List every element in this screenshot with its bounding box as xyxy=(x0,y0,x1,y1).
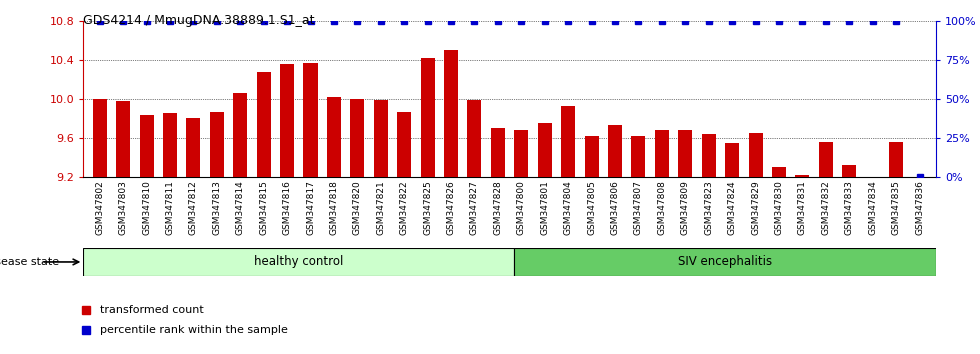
Text: GSM347834: GSM347834 xyxy=(868,181,877,235)
Bar xyxy=(233,93,247,177)
Text: GSM347829: GSM347829 xyxy=(751,181,760,235)
Text: GSM347801: GSM347801 xyxy=(540,181,549,235)
Text: GSM347808: GSM347808 xyxy=(658,181,666,235)
Text: GDS4214 / MmugDNA.38889.1.S1_at: GDS4214 / MmugDNA.38889.1.S1_at xyxy=(83,14,315,27)
Bar xyxy=(702,134,715,177)
Bar xyxy=(678,130,692,177)
Text: GSM347824: GSM347824 xyxy=(727,181,737,235)
Bar xyxy=(186,118,201,177)
Bar xyxy=(444,51,458,177)
Text: GSM347810: GSM347810 xyxy=(142,181,151,235)
Bar xyxy=(397,112,412,177)
Text: GSM347813: GSM347813 xyxy=(213,181,221,235)
Bar xyxy=(818,142,833,177)
Bar xyxy=(842,165,857,177)
Text: percentile rank within the sample: percentile rank within the sample xyxy=(100,325,287,336)
Text: GSM347836: GSM347836 xyxy=(915,181,924,235)
Bar xyxy=(538,124,552,177)
Bar xyxy=(93,99,107,177)
Bar xyxy=(749,133,762,177)
Bar xyxy=(655,130,669,177)
Text: SIV encephalitis: SIV encephalitis xyxy=(678,256,772,268)
Text: GSM347815: GSM347815 xyxy=(259,181,269,235)
Bar xyxy=(631,136,646,177)
Bar xyxy=(491,129,505,177)
Bar xyxy=(350,99,365,177)
Text: GSM347806: GSM347806 xyxy=(611,181,619,235)
Text: GSM347822: GSM347822 xyxy=(400,181,409,235)
Text: GSM347835: GSM347835 xyxy=(892,181,901,235)
Bar xyxy=(889,142,904,177)
Text: GSM347818: GSM347818 xyxy=(329,181,338,235)
Bar xyxy=(608,125,622,177)
Text: GSM347805: GSM347805 xyxy=(587,181,596,235)
Bar xyxy=(562,106,575,177)
Bar xyxy=(584,136,599,177)
Bar xyxy=(116,101,130,177)
Text: GSM347816: GSM347816 xyxy=(282,181,292,235)
Text: GSM347820: GSM347820 xyxy=(353,181,362,235)
Text: GSM347814: GSM347814 xyxy=(236,181,245,235)
Text: GSM347830: GSM347830 xyxy=(774,181,783,235)
Bar xyxy=(772,167,786,177)
Text: GSM347831: GSM347831 xyxy=(798,181,807,235)
Text: GSM347804: GSM347804 xyxy=(564,181,572,235)
Bar xyxy=(725,143,739,177)
Bar xyxy=(912,177,926,182)
Text: GSM347817: GSM347817 xyxy=(306,181,315,235)
Bar xyxy=(280,64,294,177)
Text: GSM347833: GSM347833 xyxy=(845,181,854,235)
Text: transformed count: transformed count xyxy=(100,305,204,315)
Bar xyxy=(373,100,388,177)
Bar xyxy=(304,63,318,177)
Bar xyxy=(210,112,223,177)
Bar xyxy=(514,248,936,276)
Bar xyxy=(163,113,177,177)
Text: GSM347802: GSM347802 xyxy=(95,181,104,235)
Text: GSM347827: GSM347827 xyxy=(470,181,479,235)
Bar xyxy=(514,130,528,177)
Text: GSM347800: GSM347800 xyxy=(516,181,526,235)
Text: GSM347826: GSM347826 xyxy=(447,181,456,235)
Text: GSM347828: GSM347828 xyxy=(493,181,503,235)
Bar xyxy=(796,175,809,177)
Text: GSM347821: GSM347821 xyxy=(376,181,385,235)
Bar xyxy=(257,72,270,177)
Bar xyxy=(83,248,514,276)
Text: GSM347832: GSM347832 xyxy=(821,181,830,235)
Text: GSM347812: GSM347812 xyxy=(189,181,198,235)
Text: GSM347823: GSM347823 xyxy=(705,181,713,235)
Bar xyxy=(139,115,154,177)
Text: healthy control: healthy control xyxy=(254,256,343,268)
Bar xyxy=(467,100,481,177)
Bar xyxy=(865,177,880,182)
Bar xyxy=(327,97,341,177)
Text: disease state: disease state xyxy=(0,257,59,267)
Text: GSM347811: GSM347811 xyxy=(166,181,174,235)
Text: GSM347825: GSM347825 xyxy=(423,181,432,235)
Text: GSM347807: GSM347807 xyxy=(634,181,643,235)
Bar xyxy=(420,58,435,177)
Text: GSM347809: GSM347809 xyxy=(681,181,690,235)
Text: GSM347803: GSM347803 xyxy=(119,181,127,235)
